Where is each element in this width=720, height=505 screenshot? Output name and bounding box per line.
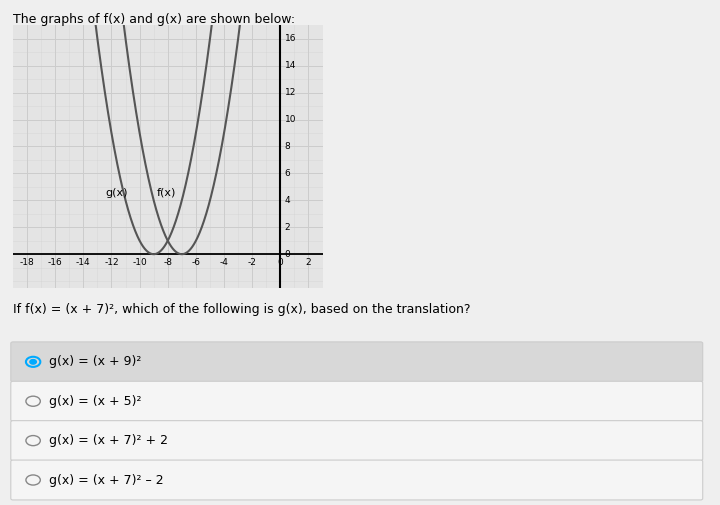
Text: f(x): f(x) (156, 188, 176, 197)
Text: -2: -2 (248, 258, 256, 267)
Text: 14: 14 (284, 61, 296, 70)
Text: 6: 6 (284, 169, 290, 178)
Text: -14: -14 (76, 258, 91, 267)
Text: -4: -4 (220, 258, 228, 267)
Text: 2: 2 (284, 223, 290, 232)
Text: g(x) = (x + 7)² + 2: g(x) = (x + 7)² + 2 (49, 434, 168, 447)
Text: -12: -12 (104, 258, 119, 267)
Text: -6: -6 (192, 258, 200, 267)
Text: 8: 8 (284, 142, 290, 151)
Text: -10: -10 (132, 258, 147, 267)
Text: g(x) = (x + 7)² – 2: g(x) = (x + 7)² – 2 (49, 474, 163, 486)
Text: The graphs of f(x) and g(x) are shown below:: The graphs of f(x) and g(x) are shown be… (13, 13, 295, 26)
Text: -16: -16 (48, 258, 63, 267)
Text: g(x) = (x + 9)²: g(x) = (x + 9)² (49, 356, 141, 368)
Text: 4: 4 (284, 196, 290, 205)
Text: 10: 10 (284, 115, 296, 124)
Text: 16: 16 (284, 34, 296, 43)
Text: If f(x) = (x + 7)², which of the following is g(x), based on the translation?: If f(x) = (x + 7)², which of the followi… (13, 303, 470, 316)
Text: 0: 0 (284, 249, 290, 259)
Text: -8: -8 (163, 258, 172, 267)
Text: -18: -18 (19, 258, 35, 267)
Text: g(x): g(x) (106, 188, 128, 197)
Text: 0: 0 (277, 258, 283, 267)
Text: 2: 2 (306, 258, 311, 267)
Text: 12: 12 (284, 88, 296, 97)
Text: g(x) = (x + 5)²: g(x) = (x + 5)² (49, 395, 141, 408)
